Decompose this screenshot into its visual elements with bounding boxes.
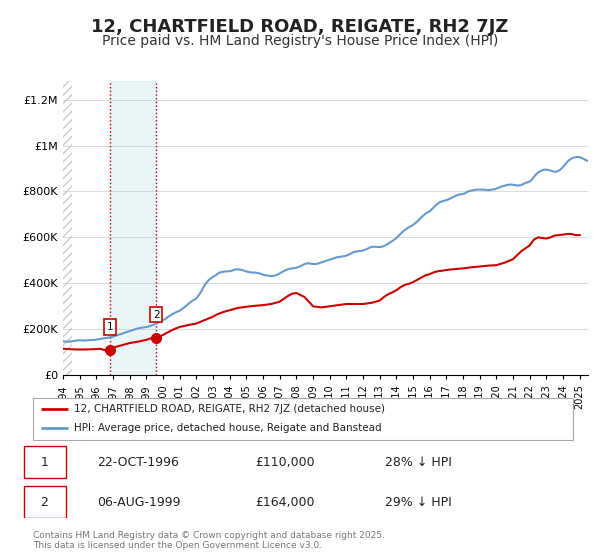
- Text: 2: 2: [153, 310, 160, 320]
- Text: Contains HM Land Registry data © Crown copyright and database right 2025.
This d: Contains HM Land Registry data © Crown c…: [33, 531, 385, 550]
- Text: 28% ↓ HPI: 28% ↓ HPI: [385, 455, 451, 469]
- Text: 29% ↓ HPI: 29% ↓ HPI: [385, 496, 451, 508]
- Text: HPI: Average price, detached house, Reigate and Banstead: HPI: Average price, detached house, Reig…: [74, 423, 381, 433]
- Text: 1: 1: [41, 455, 49, 469]
- FancyBboxPatch shape: [23, 446, 66, 478]
- Text: 2: 2: [41, 496, 49, 508]
- FancyBboxPatch shape: [33, 398, 573, 440]
- Text: £164,000: £164,000: [255, 496, 314, 508]
- Text: 22-OCT-1996: 22-OCT-1996: [97, 455, 179, 469]
- Text: 1: 1: [107, 322, 113, 332]
- Text: 12, CHARTFIELD ROAD, REIGATE, RH2 7JZ: 12, CHARTFIELD ROAD, REIGATE, RH2 7JZ: [91, 18, 509, 36]
- Text: Price paid vs. HM Land Registry's House Price Index (HPI): Price paid vs. HM Land Registry's House …: [102, 34, 498, 48]
- Bar: [63, 81, 72, 375]
- Text: 12, CHARTFIELD ROAD, REIGATE, RH2 7JZ (detached house): 12, CHARTFIELD ROAD, REIGATE, RH2 7JZ (d…: [74, 404, 385, 414]
- FancyBboxPatch shape: [23, 486, 66, 518]
- Bar: [110, 81, 156, 375]
- Text: £110,000: £110,000: [255, 455, 314, 469]
- Text: 06-AUG-1999: 06-AUG-1999: [97, 496, 181, 508]
